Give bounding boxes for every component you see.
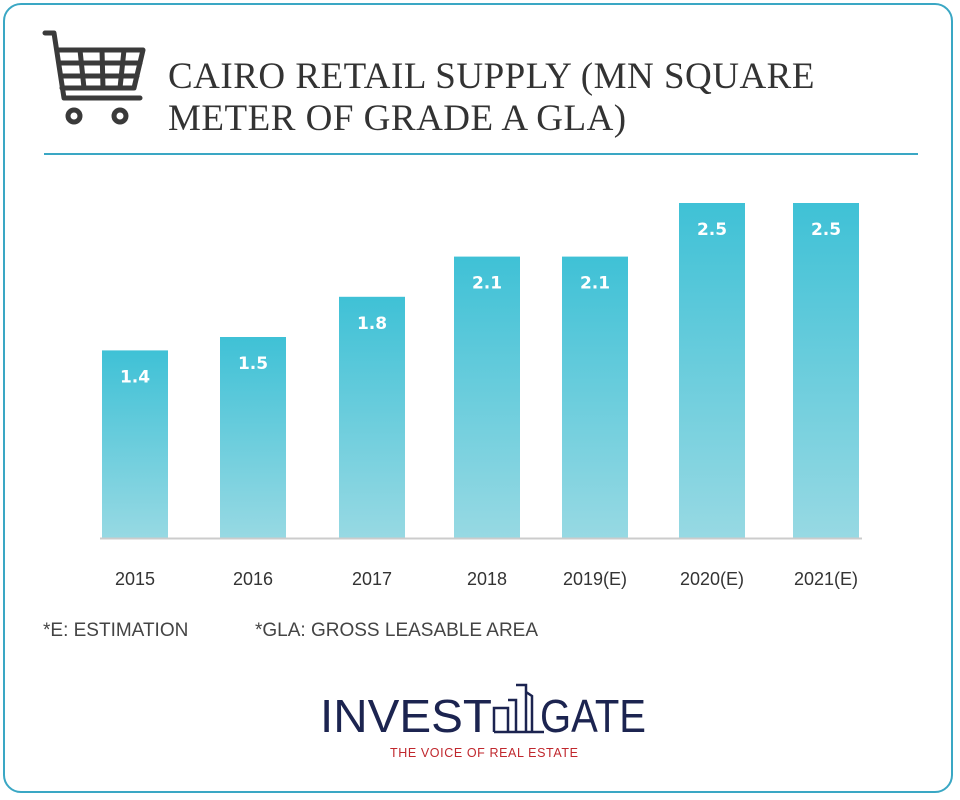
data-label: 1.4 — [120, 367, 150, 387]
data-label: 2.5 — [697, 220, 727, 240]
investgate-logo: INVEST GATE — [320, 683, 646, 742]
bar-2019(E) — [562, 256, 628, 538]
bar-2018 — [454, 256, 520, 538]
shopping-cart-icon — [42, 30, 146, 125]
x-tick-label: 2019(E) — [563, 569, 627, 589]
bar-2021(E) — [793, 203, 859, 538]
bar-2015 — [102, 350, 168, 538]
data-label: 2.5 — [811, 220, 841, 240]
data-label: 2.1 — [580, 274, 610, 294]
x-tick-label: 2018 — [467, 569, 507, 589]
x-tick-label: 2015 — [115, 569, 155, 589]
x-tick-label: 2021(E) — [794, 569, 858, 589]
bar-2016 — [220, 337, 286, 538]
x-tick-label: 2017 — [352, 569, 392, 589]
note-estimation: *E: ESTIMATION — [43, 620, 189, 641]
chart-title: CAIRO RETAIL SUPPLY (MN SQUARE METER OF G… — [168, 56, 815, 139]
data-label: 1.8 — [357, 314, 387, 334]
svg-text:GATE: GATE — [540, 690, 646, 742]
data-label: 1.5 — [238, 354, 268, 374]
x-tick-label: 2016 — [233, 569, 273, 589]
title-divider — [44, 153, 918, 155]
x-tick-label: 2020(E) — [680, 569, 744, 589]
bar-2017 — [339, 296, 405, 538]
data-label: 2.1 — [472, 274, 502, 294]
logo-tagline: THE VOICE OF REAL ESTATE — [390, 746, 579, 760]
bar-chart: 1.4 2015 1.5 2016 1.8 2017 2.1 2018 2.1 2019(E) 2.… — [100, 203, 862, 589]
svg-text:INVEST: INVEST — [320, 690, 492, 742]
card-frame — [3, 3, 953, 793]
bar-2020(E) — [679, 203, 745, 538]
note-gla: *GLA: GROSS LEASABLE AREA — [255, 620, 539, 641]
